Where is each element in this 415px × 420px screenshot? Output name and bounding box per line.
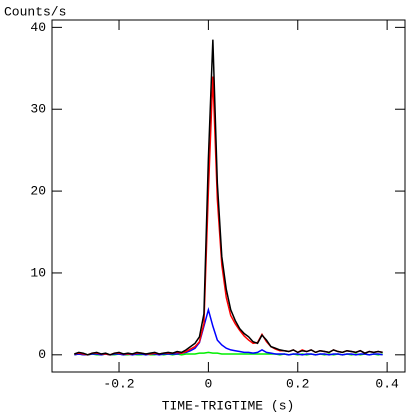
y-tick-label: 10: [30, 265, 46, 280]
y-axis-label: Counts/s: [4, 4, 66, 19]
plot-frame: [51, 19, 406, 373]
y-tick-label: 40: [30, 20, 46, 35]
x-axis-label: TIME-TRIGTIME (s): [162, 398, 295, 413]
light-curve: [74, 76, 383, 356]
y-tick-label: 20: [30, 184, 46, 199]
y-tick-label: 30: [30, 102, 46, 117]
x-tick-label: 0: [204, 376, 212, 391]
x-tick-label: 0.4: [375, 376, 399, 391]
y-tick-label: 0: [38, 347, 46, 362]
x-tick-label: 0.2: [286, 376, 309, 391]
light-curve: [74, 39, 383, 356]
light-curve: [74, 306, 383, 356]
x-tick-label: -0.2: [103, 376, 134, 391]
